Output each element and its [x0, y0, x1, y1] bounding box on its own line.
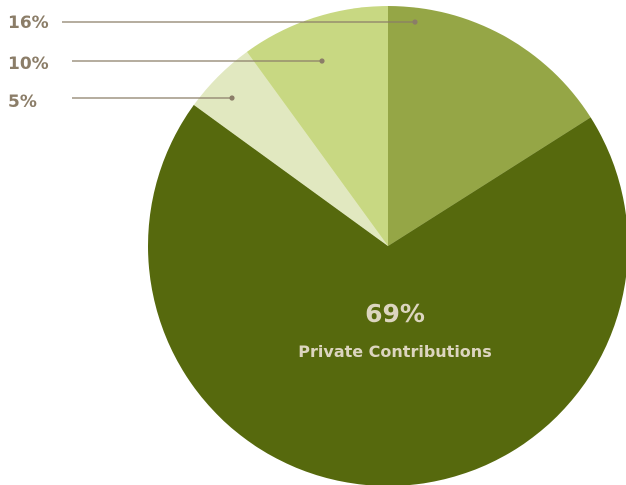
center-category-label: Private Contributions — [298, 342, 491, 361]
pie-slice-69pct — [148, 104, 626, 485]
callout-label-16pct: 16% — [8, 13, 49, 33]
callouts: 16% 5% 10% — [8, 13, 418, 112]
center-percentage-label: 69% — [365, 299, 425, 328]
pie-slice-5pct — [193, 51, 388, 246]
pie-slice-16pct — [388, 6, 591, 246]
callout-label-10pct: 10% — [8, 54, 49, 74]
pie-slices — [148, 6, 626, 485]
leader-dot-5pct — [229, 95, 235, 101]
leader-dot-10pct — [319, 58, 325, 64]
leader-dot-16pct — [412, 19, 418, 25]
callout-label-5pct: 5% — [8, 92, 37, 112]
pie-slice-10pct — [246, 6, 388, 246]
center-label-group: 69% Private Contributions — [298, 299, 491, 361]
